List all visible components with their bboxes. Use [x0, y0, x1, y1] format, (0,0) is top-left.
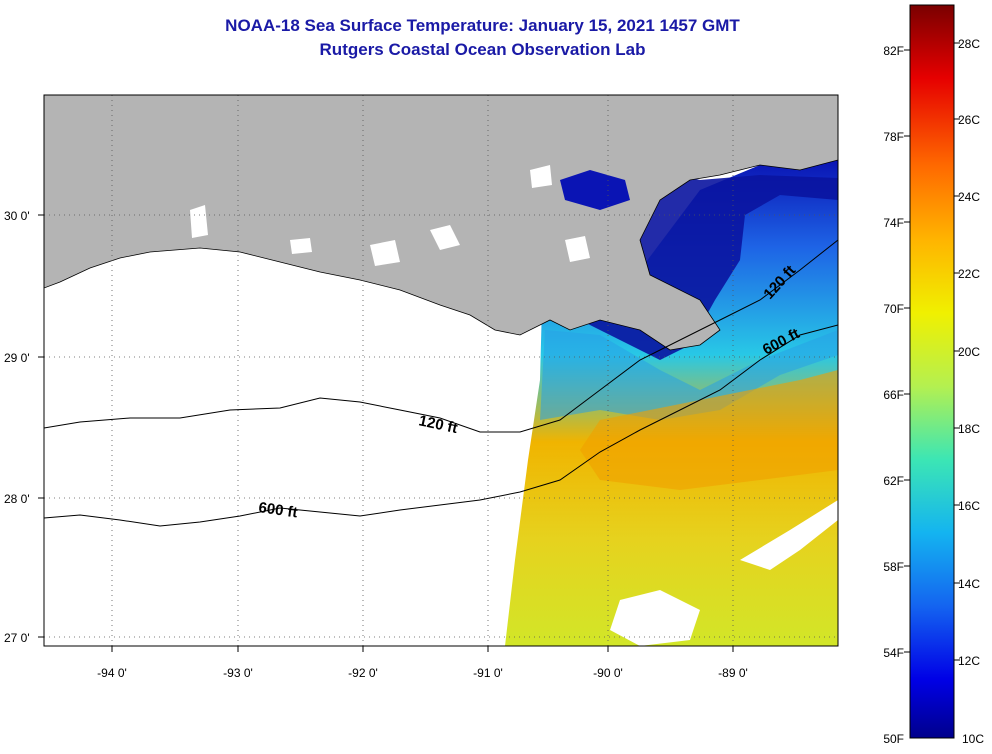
map-area: 120 ft 600 ft 120 ft 600 ft — [44, 95, 838, 646]
colorbar-c-label: 28C — [958, 37, 980, 51]
colorbar-ticks — [904, 42, 960, 661]
colorbar-f-label: 82F — [883, 44, 904, 58]
colorbar-c-label: 12C — [958, 654, 980, 668]
lon-label: -91 0' — [473, 666, 503, 680]
lake — [190, 165, 590, 266]
contour-600ft — [44, 324, 838, 527]
colorbar-c-label: 16C — [958, 499, 980, 513]
lat-label: 28 0' — [4, 492, 30, 506]
warm-pool — [580, 370, 838, 490]
colorbar-f-label: 50F — [883, 732, 904, 746]
land-louisiana-texas — [44, 95, 838, 351]
lat-label: 27 0' — [4, 631, 30, 645]
colorbar-c-label: 18C — [958, 422, 980, 436]
lat-label: 29 0' — [4, 351, 30, 365]
colorbar-f-label: 78F — [883, 130, 904, 144]
lon-label: -89 0' — [718, 666, 748, 680]
colorbar-f-label: 58F — [883, 560, 904, 574]
colorbar-c-label: 14C — [958, 577, 980, 591]
cool-shelf-water — [540, 330, 838, 420]
colorbar-c-label: 26C — [958, 113, 980, 127]
colorbar-c-label: 10C — [962, 732, 984, 746]
lon-label: -92 0' — [348, 666, 378, 680]
colorbar-f-label: 70F — [883, 302, 904, 316]
colorbar-c-label: 24C — [958, 190, 980, 204]
colorbar-f-label: 62F — [883, 474, 904, 488]
axis-ticks — [38, 214, 734, 652]
colorbar-c-label: 22C — [958, 267, 980, 281]
colorbar-f-label: 66F — [883, 388, 904, 402]
lat-label: 30 0' — [4, 209, 30, 223]
map-frame — [43, 94, 839, 647]
lake-pontchartrain — [560, 170, 630, 210]
colorbar-f-label: 54F — [883, 646, 904, 660]
colorbar — [909, 4, 955, 739]
lon-label: -94 0' — [97, 666, 127, 680]
map-subtitle: Rutgers Coastal Ocean Observation Lab — [319, 40, 646, 59]
map-title: NOAA-18 Sea Surface Temperature: January… — [225, 16, 740, 35]
colorbar-f-label: 74F — [883, 216, 904, 230]
graticule — [44, 95, 838, 646]
lon-label: -93 0' — [223, 666, 253, 680]
lon-label: -90 0' — [593, 666, 623, 680]
cloud-gaps — [610, 500, 838, 646]
colorbar-c-label: 20C — [958, 345, 980, 359]
contour-120ft — [44, 239, 838, 433]
contour-label-2: 600 ft — [257, 499, 298, 521]
